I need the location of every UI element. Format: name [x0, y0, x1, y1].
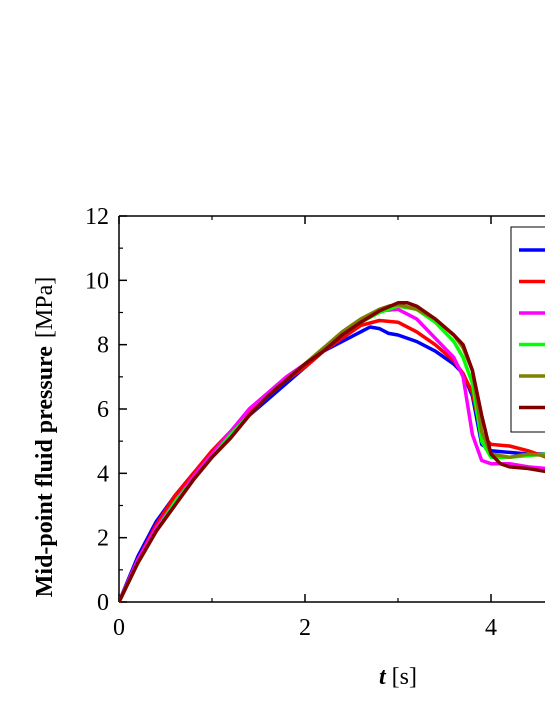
x-tick-label: 2	[299, 615, 311, 641]
x-tick-label: 4	[485, 615, 497, 641]
series-line-3	[119, 307, 545, 603]
y-tick-label: 10	[85, 268, 109, 294]
legend	[510, 226, 545, 433]
y-tick-label: 2	[97, 526, 109, 552]
series-line-5	[119, 302, 545, 603]
y-tick-label: 6	[97, 397, 109, 423]
x-axis-title-unit: [s]	[392, 664, 417, 690]
y-axis-title-unit: [MPa]	[32, 277, 58, 338]
y-tick-label: 0	[97, 590, 109, 616]
y-tick-label: 4	[97, 461, 109, 487]
y-tick-label: 12	[85, 204, 109, 230]
y-axis-title-main: Mid-point fluid pressure	[32, 346, 58, 598]
y-tick-label: 8	[97, 333, 109, 359]
x-axis-title-var: t	[379, 664, 387, 690]
x-axis-title: t [s]	[379, 664, 417, 690]
legend-box	[510, 226, 545, 433]
series-line-1	[119, 325, 545, 603]
series-line-6	[119, 301, 545, 603]
x-tick-label: 0	[113, 615, 125, 641]
y-axis-title: Mid-point fluid pressure [MPa]	[32, 277, 58, 597]
